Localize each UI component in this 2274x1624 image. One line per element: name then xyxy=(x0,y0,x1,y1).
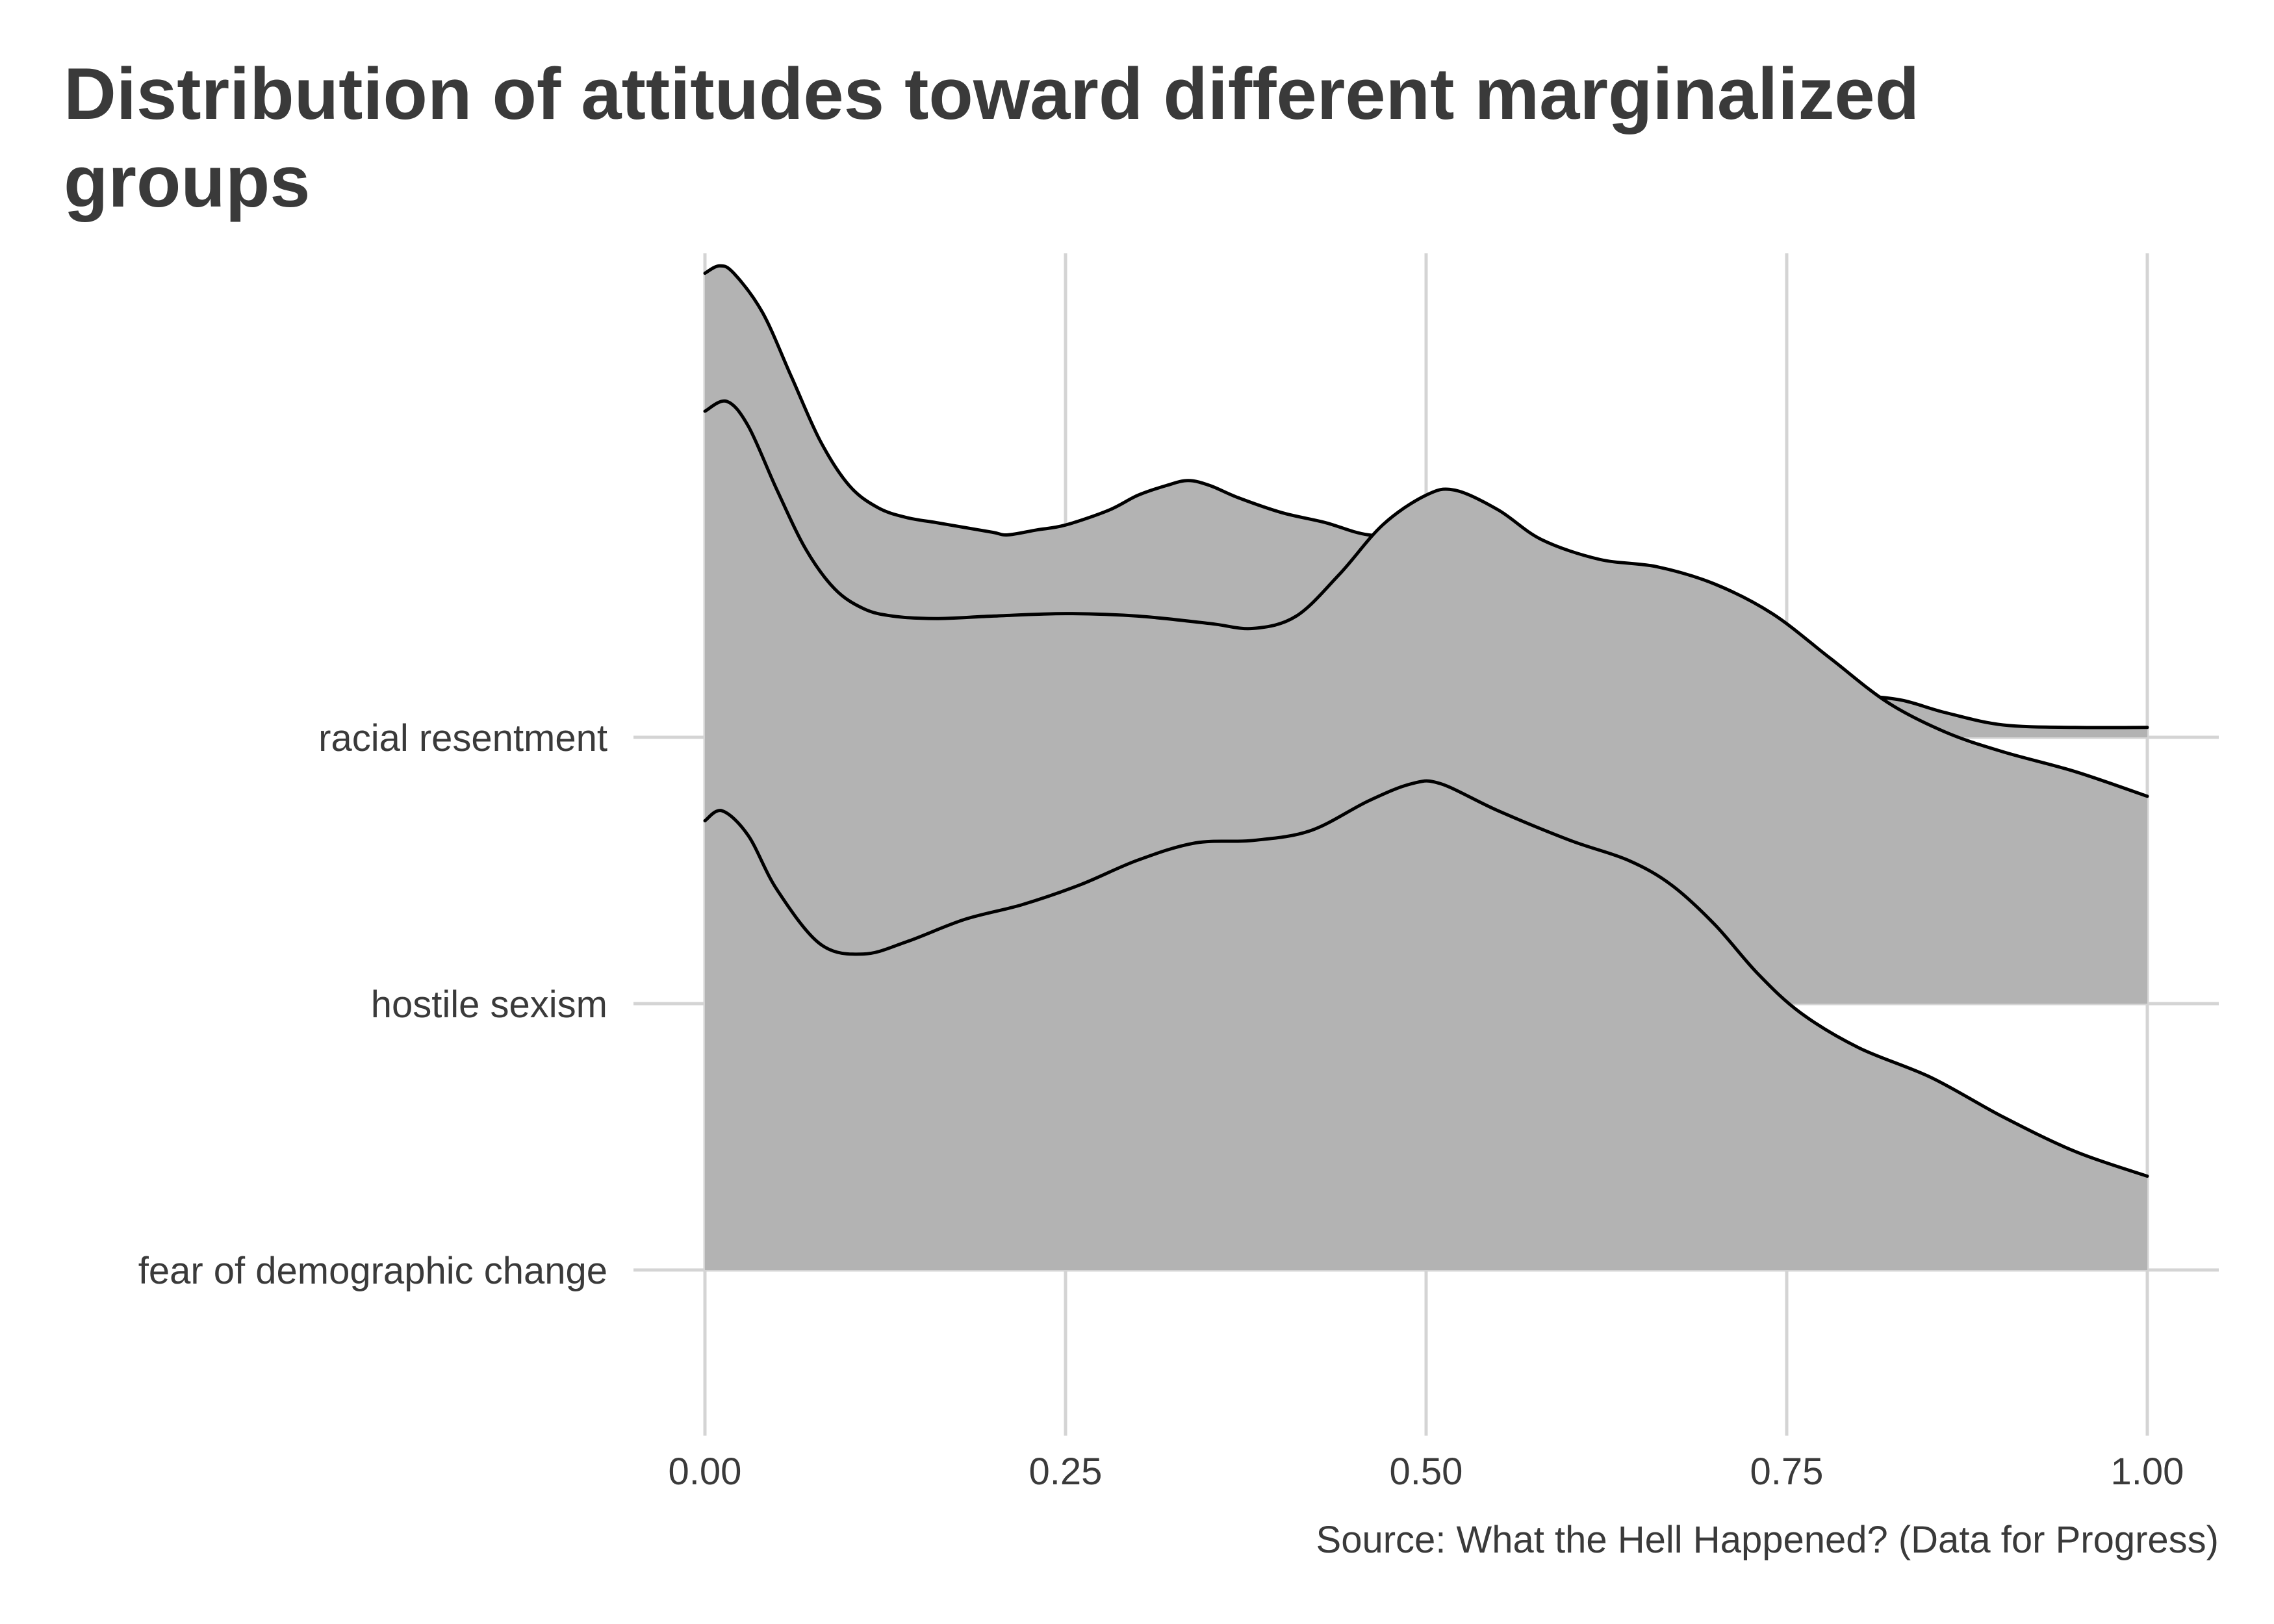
y-category-label: hostile sexism xyxy=(371,983,607,1026)
axis-labels: 0.00 0.25 0.50 0.75 1.00 racial resentment hos… xyxy=(138,717,2184,1493)
density-ridge-outline xyxy=(703,779,2149,1178)
y-category-label: racial resentment xyxy=(318,717,607,759)
x-tick-label: 0.00 xyxy=(669,1451,742,1493)
density-ridge-fill xyxy=(705,781,2147,1270)
chart-title-line-1: Distribution of attitudes toward differe… xyxy=(64,53,1919,134)
x-tick-label: 0.50 xyxy=(1390,1451,1463,1493)
chart-caption: Source: What the Hell Happened? (Data fo… xyxy=(1316,1519,2219,1561)
chart-title-line-2: groups xyxy=(64,141,311,222)
density-ridge-fill xyxy=(705,401,2147,1004)
x-tick-label: 0.25 xyxy=(1029,1451,1103,1493)
density-ridge-outline xyxy=(703,399,2149,798)
density-ridges xyxy=(703,264,2149,1270)
y-category-label: fear of demographic change xyxy=(138,1250,607,1292)
x-tick-label: 0.75 xyxy=(1750,1451,1824,1493)
x-tick-label: 1.00 xyxy=(2111,1451,2184,1493)
